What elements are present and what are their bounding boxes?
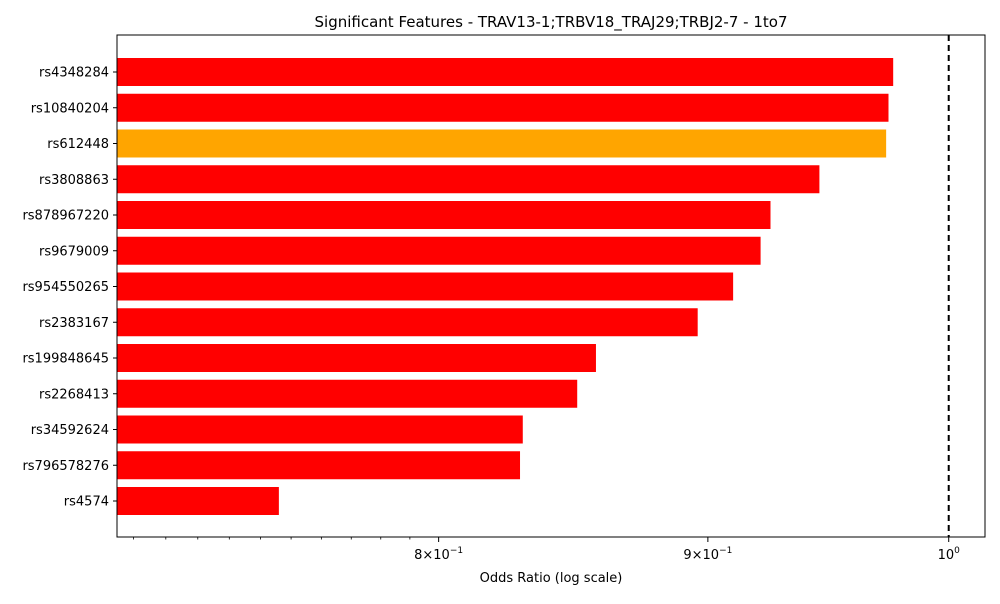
x-tick-label: 100 [938, 546, 961, 563]
bar-rs3808863 [117, 165, 820, 194]
y-axis: rs4348284 rs10840204 rs612448 rs3808863 rs87… [22, 66, 117, 510]
bar-rs34592624 [117, 415, 523, 444]
bars-layer [117, 58, 894, 515]
y-tick-label: rs4348284 [39, 66, 109, 81]
bar-rs954550265 [117, 272, 734, 301]
y-tick-label: rs10840204 [31, 101, 109, 116]
y-tick-label: rs2383167 [39, 316, 109, 331]
bar-rs199848645 [117, 344, 596, 372]
bar-rs878967220 [117, 201, 771, 229]
bar-rs796578276 [117, 451, 521, 480]
x-axis-label: Odds Ratio (log scale) [480, 571, 623, 586]
y-tick-label: rs4574 [64, 495, 109, 510]
bar-rs612448 [117, 129, 887, 158]
x-tick-label: 8×10−1 [414, 546, 463, 563]
y-tick-label: rs796578276 [22, 459, 109, 474]
y-tick-label: rs2268413 [39, 387, 109, 402]
bar-rs2268413 [117, 379, 578, 408]
y-tick-label: rs199848645 [22, 352, 109, 367]
bar-rs2383167 [117, 308, 698, 337]
bar-rs9679009 [117, 236, 761, 265]
bar-rs4574 [117, 487, 279, 515]
x-axis: 8×10−1 9×10−1 100 [132, 537, 961, 563]
x-tick-label: 9×10−1 [683, 546, 732, 563]
y-tick-label: rs954550265 [22, 280, 109, 295]
y-tick-label: rs3808863 [39, 173, 109, 188]
bar-rs10840204 [117, 93, 889, 122]
chart-title: Significant Features - TRAV13-1;TRBV18_T… [315, 13, 788, 32]
y-tick-label: rs612448 [47, 137, 109, 152]
y-tick-label: rs9679009 [39, 244, 109, 259]
y-tick-label: rs878967220 [22, 209, 109, 224]
y-tick-label: rs34592624 [31, 423, 109, 438]
bar-rs4348284 [117, 58, 894, 86]
